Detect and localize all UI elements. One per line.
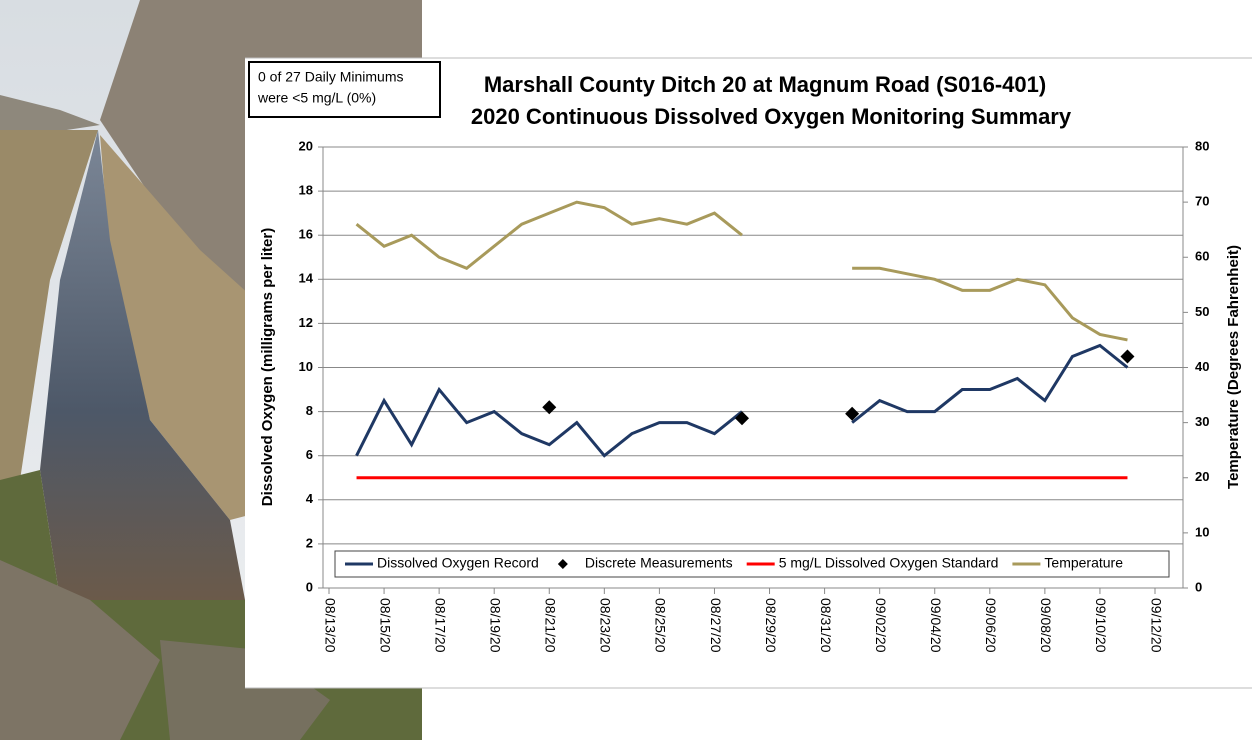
chart-title: 2020 Continuous Dissolved Oxygen Monitor… bbox=[471, 104, 1072, 129]
chart-panel bbox=[245, 58, 1252, 688]
legend-label: Discrete Measurements bbox=[585, 555, 733, 571]
x-tick-label: 08/21/20 bbox=[543, 598, 559, 653]
y2-tick-label: 40 bbox=[1195, 359, 1209, 374]
x-tick-label: 08/29/20 bbox=[763, 598, 779, 653]
y2-tick-label: 50 bbox=[1195, 304, 1209, 319]
y-tick-label: 10 bbox=[299, 359, 313, 374]
x-tick-label: 08/25/20 bbox=[653, 598, 669, 653]
y-tick-label: 4 bbox=[306, 491, 314, 506]
y-tick-label: 8 bbox=[306, 403, 313, 418]
x-tick-label: 08/23/20 bbox=[598, 598, 614, 653]
data-point bbox=[542, 400, 557, 415]
y-tick-label: 16 bbox=[299, 227, 313, 242]
y-tick-label: 14 bbox=[299, 271, 314, 286]
x-tick-label: 09/02/20 bbox=[873, 598, 889, 653]
y-tick-label: 2 bbox=[306, 535, 313, 550]
legend-label: Dissolved Oxygen Record bbox=[377, 555, 539, 571]
y-tick-label: 6 bbox=[306, 447, 313, 462]
x-tick-label: 09/12/20 bbox=[1148, 598, 1164, 653]
legend-marker bbox=[557, 559, 568, 569]
y2-tick-label: 30 bbox=[1195, 414, 1209, 429]
x-tick-label: 08/19/20 bbox=[487, 598, 503, 653]
x-tick-label: 08/31/20 bbox=[818, 598, 834, 653]
y-axis-title: Dissolved Oxygen (milligrams per liter) bbox=[259, 228, 276, 506]
y-tick-label: 20 bbox=[299, 138, 313, 153]
y-tick-label: 0 bbox=[306, 579, 313, 594]
annotation: were <5 mg/L (0%) bbox=[257, 90, 376, 106]
x-tick-label: 09/08/20 bbox=[1038, 598, 1054, 653]
annotation: 0 of 27 Daily Minimums bbox=[258, 69, 404, 85]
y2-tick-label: 0 bbox=[1195, 579, 1202, 594]
y2-tick-label: 20 bbox=[1195, 469, 1209, 484]
y2-tick-label: 10 bbox=[1195, 524, 1209, 539]
data-point bbox=[1120, 349, 1135, 364]
series-line bbox=[355, 200, 1128, 342]
y-tick-label: 12 bbox=[299, 315, 313, 330]
y-tick-label: 18 bbox=[299, 183, 313, 198]
data-point bbox=[735, 411, 749, 426]
series-line bbox=[355, 343, 1129, 458]
legend-label: 5 mg/L Dissolved Oxygen Standard bbox=[779, 555, 999, 571]
legend-label: Temperature bbox=[1044, 555, 1123, 571]
data-point bbox=[845, 406, 860, 421]
x-tick-label: 09/10/20 bbox=[1093, 598, 1109, 653]
x-tick-label: 08/17/20 bbox=[432, 598, 448, 653]
y2-tick-label: 70 bbox=[1195, 194, 1209, 209]
x-tick-label: 08/15/20 bbox=[377, 598, 393, 653]
annotation-box bbox=[248, 61, 441, 118]
chart-title: Marshall County Ditch 20 at Magnum Road … bbox=[484, 72, 1046, 97]
y2-axis-title: Temperature (Degrees Fahrenheit) bbox=[1225, 245, 1242, 489]
x-tick-label: 08/13/20 bbox=[322, 598, 338, 653]
y2-tick-label: 80 bbox=[1195, 138, 1209, 153]
y2-tick-label: 60 bbox=[1195, 249, 1209, 264]
x-tick-label: 09/04/20 bbox=[928, 598, 944, 653]
x-tick-label: 09/06/20 bbox=[983, 598, 999, 653]
x-tick-label: 08/27/20 bbox=[708, 598, 724, 653]
